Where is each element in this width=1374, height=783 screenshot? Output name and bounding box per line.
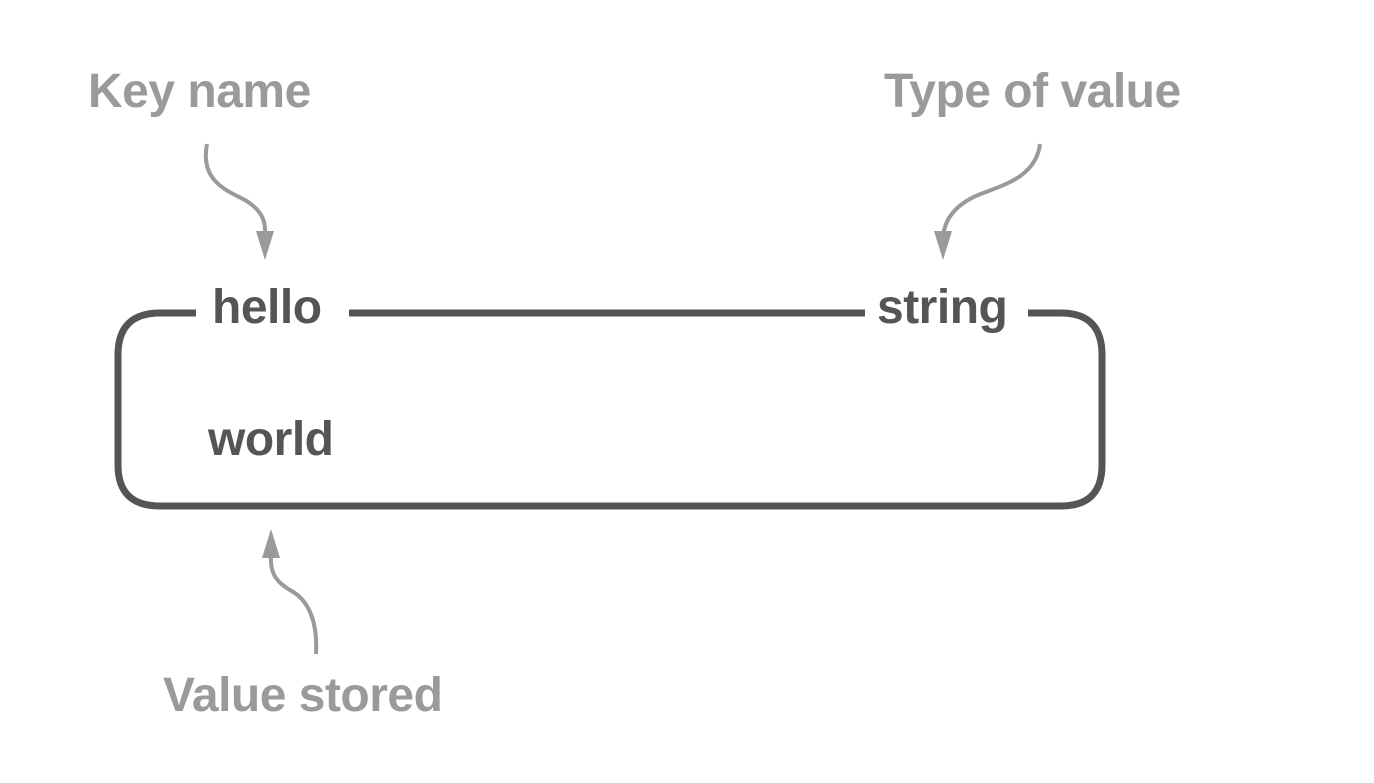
record-box-outline xyxy=(114,309,1106,510)
value-stored-label: Value stored xyxy=(163,669,443,722)
type-arrow xyxy=(941,143,1042,239)
record-type: string xyxy=(877,281,1008,334)
record-key: hello xyxy=(212,281,322,334)
value-stored-arrow xyxy=(268,552,319,655)
type-of-value-label: Type of value xyxy=(884,65,1181,118)
record-value: world xyxy=(208,413,334,466)
type-arrowhead xyxy=(934,231,952,260)
value-stored-arrowhead xyxy=(262,529,280,558)
key-name-arrowhead xyxy=(256,231,274,260)
key-name-label: Key name xyxy=(88,65,311,118)
key-name-arrow xyxy=(203,143,268,239)
